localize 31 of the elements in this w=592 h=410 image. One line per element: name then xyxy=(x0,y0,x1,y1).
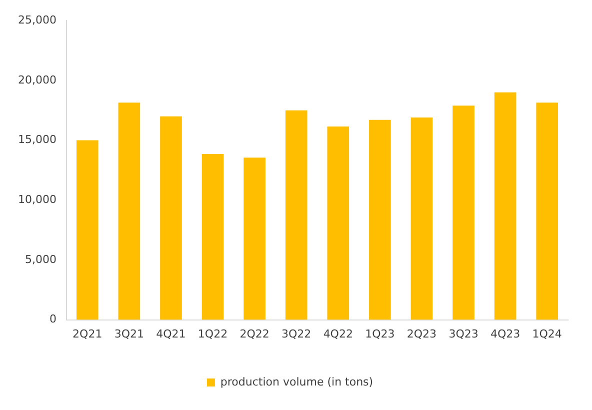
x-tick-label: 1Q24 xyxy=(532,327,562,340)
y-tick-label: 15,000 xyxy=(18,133,56,146)
x-tick-label: 1Q22 xyxy=(198,327,228,340)
x-tick-label: 2Q22 xyxy=(240,327,270,340)
y-tick-label: 10,000 xyxy=(18,192,56,206)
y-tick-label: 25,000 xyxy=(18,13,56,26)
bar xyxy=(244,158,266,320)
x-tick-label: 4Q21 xyxy=(156,327,186,340)
x-tick-label: 4Q22 xyxy=(323,327,353,340)
bar xyxy=(160,116,182,320)
bar xyxy=(536,102,558,320)
x-tick-label: 3Q22 xyxy=(282,327,312,340)
legend-label: production volume (in tons) xyxy=(220,375,374,388)
y-tick-label: 5,000 xyxy=(24,252,56,266)
y-tick-label: 20,000 xyxy=(18,73,56,86)
bar xyxy=(452,106,474,320)
y-tick-label: 0 xyxy=(49,312,56,326)
bar xyxy=(118,102,140,320)
x-tick-label: 2Q21 xyxy=(72,327,102,340)
bar xyxy=(202,154,224,320)
x-tick-label: 2Q23 xyxy=(406,327,437,340)
x-tick-label: 1Q23 xyxy=(365,327,395,340)
x-tick-label: 3Q21 xyxy=(114,327,144,340)
bar xyxy=(494,92,516,320)
x-tick-label: 4Q23 xyxy=(490,327,520,340)
bar xyxy=(369,120,391,320)
bar xyxy=(410,118,433,320)
bar xyxy=(285,110,308,320)
bar xyxy=(76,140,98,320)
x-tick-label: 3Q23 xyxy=(448,327,478,340)
bar xyxy=(327,126,350,320)
